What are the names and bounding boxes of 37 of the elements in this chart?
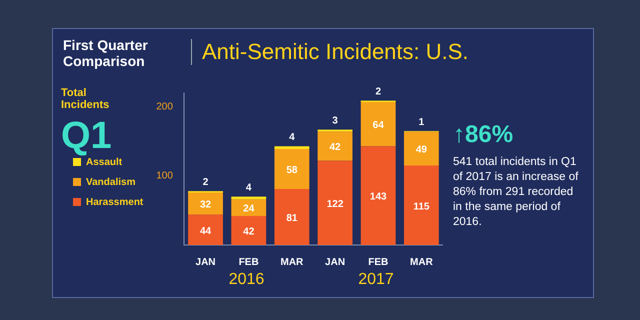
data-label: 122 xyxy=(326,198,344,210)
x-tick-label: JAN xyxy=(325,256,346,268)
x-tick-label: JAN xyxy=(196,256,216,268)
data-label: 44 xyxy=(200,226,212,237)
data-label: 58 xyxy=(286,165,298,176)
text: ↑86% xyxy=(453,121,514,149)
data-label: 4 xyxy=(246,182,252,194)
text: 541 total incidents in Q1 of 2017 is an increase of 86% from 291 recorded in the same period of 2016. xyxy=(453,155,580,230)
y-tick-label: 100 xyxy=(156,170,174,182)
data-label: 3 xyxy=(332,116,338,127)
x-tick-label: MAR xyxy=(410,256,434,268)
text: 2017 xyxy=(358,271,394,289)
y-axis-title: Total Incidents xyxy=(61,87,110,111)
data-label: 42 xyxy=(243,226,255,238)
text: Q1 xyxy=(61,115,112,158)
x-tick-label: FEB xyxy=(238,256,259,268)
y-tick-label: 200 xyxy=(156,102,174,113)
x-tick-label: MAR xyxy=(280,256,304,268)
data-label: 115 xyxy=(413,201,430,212)
data-label: 2 xyxy=(202,177,209,188)
x-tick-label: FEB xyxy=(368,256,388,268)
data-label: 143 xyxy=(370,192,388,203)
text: 2016 xyxy=(228,271,264,289)
legend-label: Vandalism xyxy=(86,176,136,188)
data-label: 4 xyxy=(289,132,296,144)
data-label: 1 xyxy=(418,117,425,128)
legend-label: Assault xyxy=(86,156,123,168)
data-label: 64 xyxy=(372,120,384,132)
chart-subtitle: First Quarter Comparison xyxy=(63,37,149,69)
data-label: 32 xyxy=(200,200,212,211)
legend-label: Harassment xyxy=(86,196,144,208)
data-label: 81 xyxy=(286,213,298,224)
chart-title: Anti-Semitic Incidents: U.S. xyxy=(191,39,469,65)
data-label: 24 xyxy=(243,204,255,215)
data-label: 42 xyxy=(329,142,342,154)
data-label: 2 xyxy=(375,86,382,98)
data-label: 49 xyxy=(416,144,428,156)
